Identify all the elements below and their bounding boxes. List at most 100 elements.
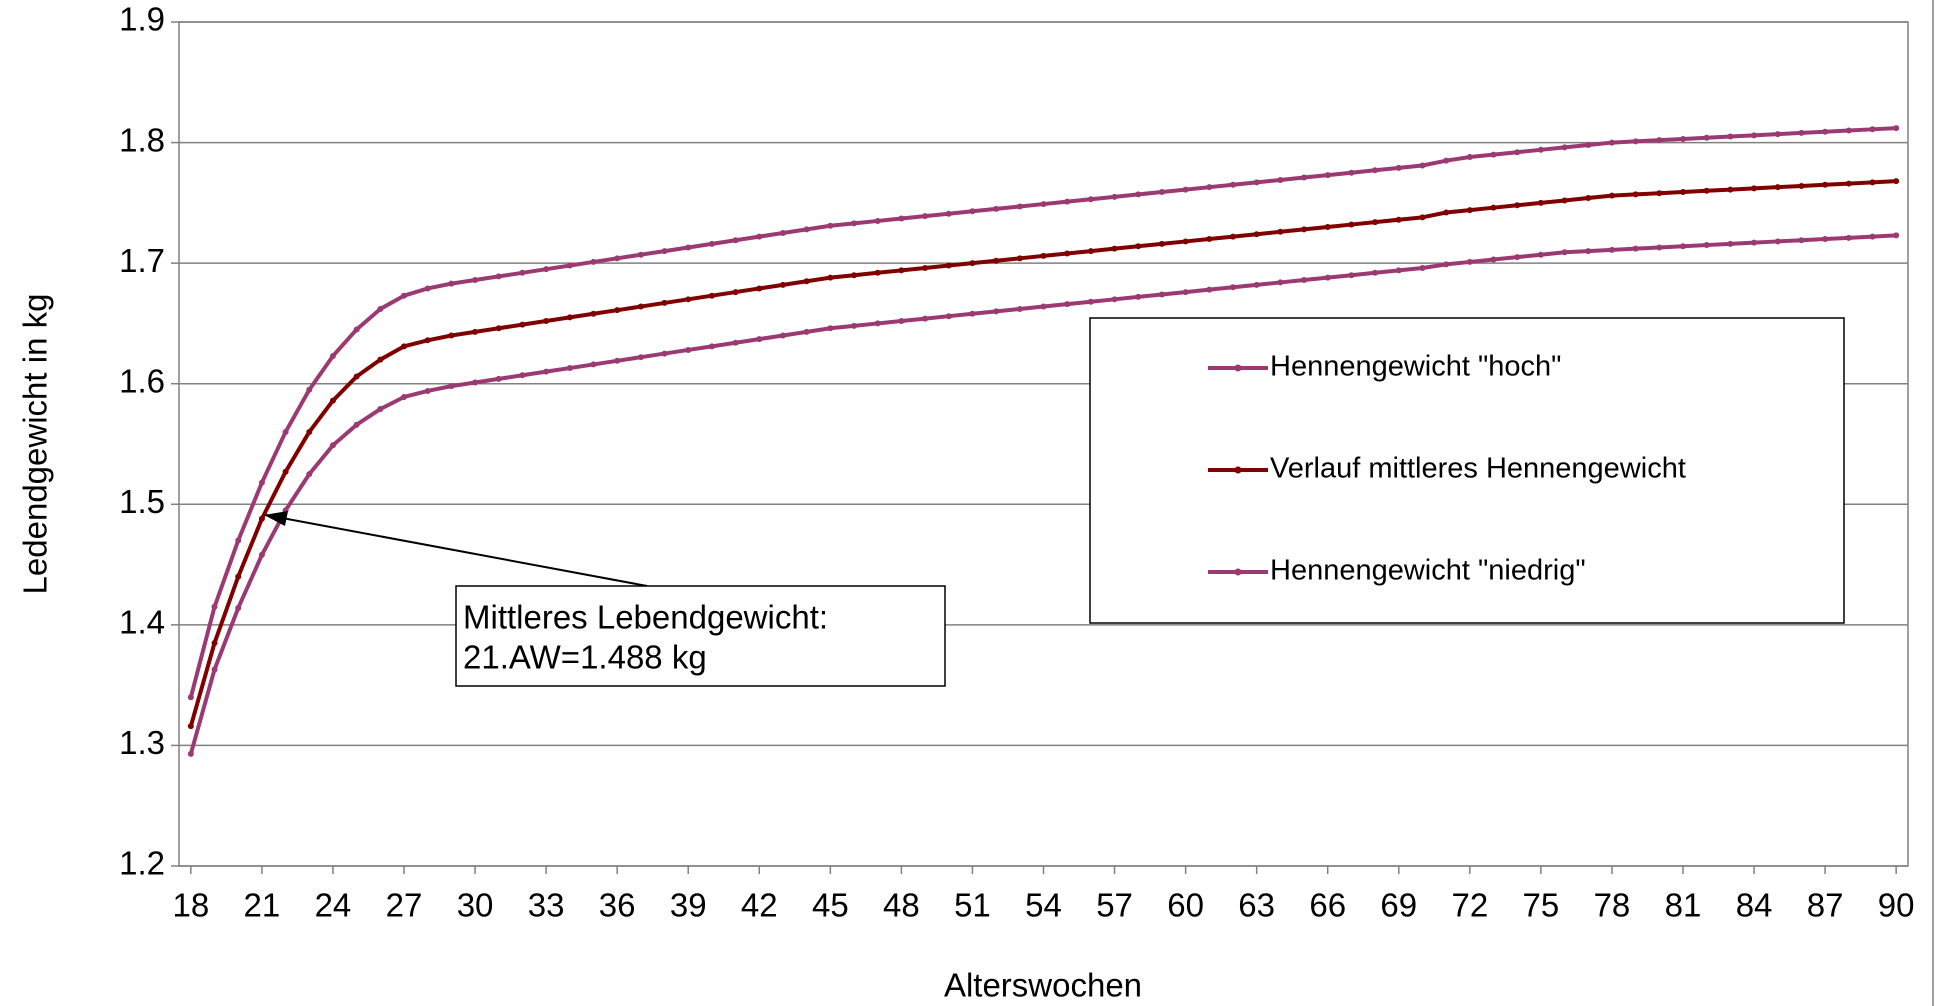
annotation-text: 21.AW=1.488 kg [463,639,707,676]
data-point [187,750,194,757]
data-point [1822,236,1829,243]
data-point [1679,135,1686,142]
x-tick-label: 78 [1594,887,1631,924]
data-point [1751,185,1758,192]
data-point [1324,274,1331,281]
data-point [1253,281,1260,288]
data-point [472,328,479,335]
legend-label: Hennengewicht "niedrig" [1270,555,1586,587]
data-point [1419,162,1426,169]
data-point [1608,192,1615,199]
y-tick-label: 1.7 [119,242,165,279]
data-point [1608,139,1615,146]
data-point [1111,193,1118,200]
data-point [1206,184,1213,191]
y-tick-label: 1.8 [119,121,165,158]
x-tick-label: 57 [1096,887,1133,924]
legend-marker [1234,364,1242,372]
data-point [1537,199,1544,206]
data-point [1087,298,1094,305]
data-point [1087,196,1094,203]
data-point [1585,141,1592,148]
data-point [874,217,881,224]
x-tick-label: 81 [1665,887,1702,924]
data-point [448,332,455,339]
data-point [1869,179,1876,186]
data-point [827,274,834,281]
data-point [1229,233,1236,240]
data-point [827,222,834,229]
data-point [1774,238,1781,245]
data-point [803,328,810,335]
data-point [1490,151,1497,158]
data-point [566,314,573,321]
data-point [1869,126,1876,133]
data-point [1348,221,1355,228]
data-point [614,255,621,262]
data-point [685,296,692,303]
data-point [472,277,479,284]
data-point [1064,198,1071,205]
data-point [945,210,952,217]
data-point [401,343,408,350]
x-axis-label: Alterswochen [944,967,1142,1004]
data-point [1229,181,1236,188]
data-point [1443,209,1450,216]
data-point [1158,291,1165,298]
data-point [424,387,431,394]
x-tick-label: 72 [1451,887,1488,924]
data-point [898,318,905,325]
data-point [685,346,692,353]
data-point [1040,252,1047,259]
data-point [235,573,242,580]
data-point [969,260,976,267]
data-point [1774,184,1781,191]
y-tick-label: 1.5 [119,483,165,520]
data-point [922,264,929,271]
data-point [329,397,336,404]
legend-marker [1234,568,1242,576]
data-point [1158,240,1165,247]
data-point [1845,180,1852,187]
data-point [566,262,573,269]
data-point [590,310,597,317]
data-point [235,537,242,544]
data-point [590,361,597,368]
data-point [1443,261,1450,268]
data-point [1845,127,1852,134]
x-tick-label: 27 [386,887,423,924]
data-point [1253,231,1260,238]
data-point [329,442,336,449]
data-point [779,230,786,236]
x-tick-label: 51 [954,887,991,924]
data-point [661,299,668,306]
data-point [1632,138,1639,145]
x-tick-label: 24 [315,887,352,924]
data-point [1087,248,1094,255]
x-tick-label: 66 [1309,887,1346,924]
data-point [1277,176,1284,183]
data-point [424,285,431,292]
data-point [377,406,384,413]
data-point [898,215,905,222]
data-point [1585,248,1592,255]
data-point [306,428,313,435]
grid: 1.2 1.3 1.4 1.5 1.6 1.7 1.8 1.9 18 21 24 27 30 33 36 39… [119,1,1914,924]
data-point [708,343,715,350]
data-point [1206,286,1213,293]
data-point [543,266,550,273]
data-point [1703,187,1710,194]
data-point [1111,245,1118,252]
data-point [1253,179,1260,186]
data-point [495,375,502,382]
data-point [803,226,810,233]
data-point [282,468,289,475]
data-point [1632,191,1639,198]
x-tick-label: 87 [1807,887,1844,924]
data-point [1135,293,1142,300]
data-point [1893,232,1900,239]
data-point [1466,207,1473,214]
data-point [803,278,810,285]
data-point [1277,279,1284,286]
y-axis-label: Ledendgewicht in kg [17,294,54,595]
